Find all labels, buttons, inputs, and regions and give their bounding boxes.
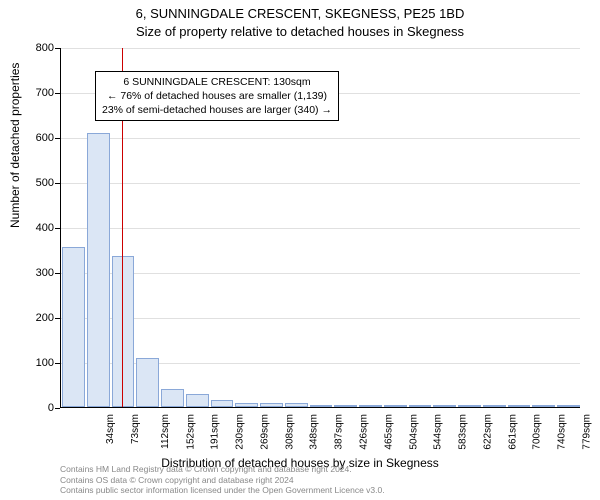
x-tick-label: 544sqm [433,414,444,450]
credits-line: Contains public sector information licen… [60,485,385,496]
histogram-bar [87,133,110,408]
x-tick-label: 73sqm [130,414,141,444]
histogram-bar [384,405,407,407]
gridline [61,183,580,184]
histogram-bar [260,403,283,408]
y-tick-label: 400 [4,222,54,234]
x-tick-label: 700sqm [532,414,543,450]
y-tick-label: 200 [4,312,54,324]
chart-container: 6, SUNNINGDALE CRESCENT, SKEGNESS, PE25 … [0,0,600,500]
x-tick-label: 387sqm [334,414,345,450]
chart-title-line2: Size of property relative to detached ho… [0,24,600,39]
histogram-bar [532,405,555,407]
x-tick-label: 465sqm [383,414,394,450]
x-tick-label: 152sqm [185,414,196,450]
y-tick-label: 600 [4,132,54,144]
histogram-bar [186,394,209,408]
histogram-bar [433,405,456,407]
histogram-bar [458,405,481,407]
histogram-bar [334,405,357,407]
histogram-bar [235,403,258,408]
histogram-bar [136,358,159,408]
x-tick-label: 112sqm [160,414,171,449]
credits-text: Contains HM Land Registry data © Crown c… [60,464,385,496]
gridline [61,318,580,319]
histogram-bar [161,389,184,407]
histogram-bar [211,400,234,407]
annotation-line: ← 76% of detached houses are smaller (1,… [102,89,332,103]
x-tick-label: 34sqm [105,414,116,444]
plot-area: 6 SUNNINGDALE CRESCENT: 130sqm← 76% of d… [60,48,580,408]
x-tick-label: 348sqm [309,414,320,450]
y-tick-label: 800 [4,42,54,54]
y-tick-label: 500 [4,177,54,189]
y-tick-label: 300 [4,267,54,279]
histogram-bar [310,405,333,407]
x-tick-label: 269sqm [260,414,271,450]
annotation-line: 23% of semi-detached houses are larger (… [102,103,332,117]
histogram-bar [557,405,580,407]
y-tick-label: 0 [4,402,54,414]
x-tick-label: 308sqm [284,414,295,450]
histogram-bar [112,256,135,407]
x-tick-label: 661sqm [507,414,518,450]
x-tick-label: 779sqm [581,414,592,450]
x-tick-label: 583sqm [458,414,469,450]
y-tick-label: 100 [4,357,54,369]
histogram-bar [483,405,506,407]
gridline [61,228,580,229]
y-tick-label: 700 [4,87,54,99]
x-tick-label: 191sqm [210,414,221,450]
annotation-line: 6 SUNNINGDALE CRESCENT: 130sqm [102,75,332,89]
x-tick-label: 426sqm [359,414,370,450]
credits-line: Contains HM Land Registry data © Crown c… [60,464,385,475]
histogram-bar [359,405,382,407]
annotation-box: 6 SUNNINGDALE CRESCENT: 130sqm← 76% of d… [95,71,339,122]
histogram-bar [285,403,308,408]
histogram-bar [409,405,432,407]
gridline [61,48,580,49]
histogram-bar [62,247,85,407]
credits-line: Contains OS data © Crown copyright and d… [60,475,385,486]
gridline [61,138,580,139]
x-tick-label: 504sqm [408,414,419,450]
x-tick-label: 622sqm [482,414,493,450]
gridline [61,273,580,274]
histogram-bar [508,405,531,407]
chart-title-line1: 6, SUNNINGDALE CRESCENT, SKEGNESS, PE25 … [0,6,600,21]
x-tick-label: 230sqm [235,414,246,450]
x-tick-label: 740sqm [557,414,568,450]
